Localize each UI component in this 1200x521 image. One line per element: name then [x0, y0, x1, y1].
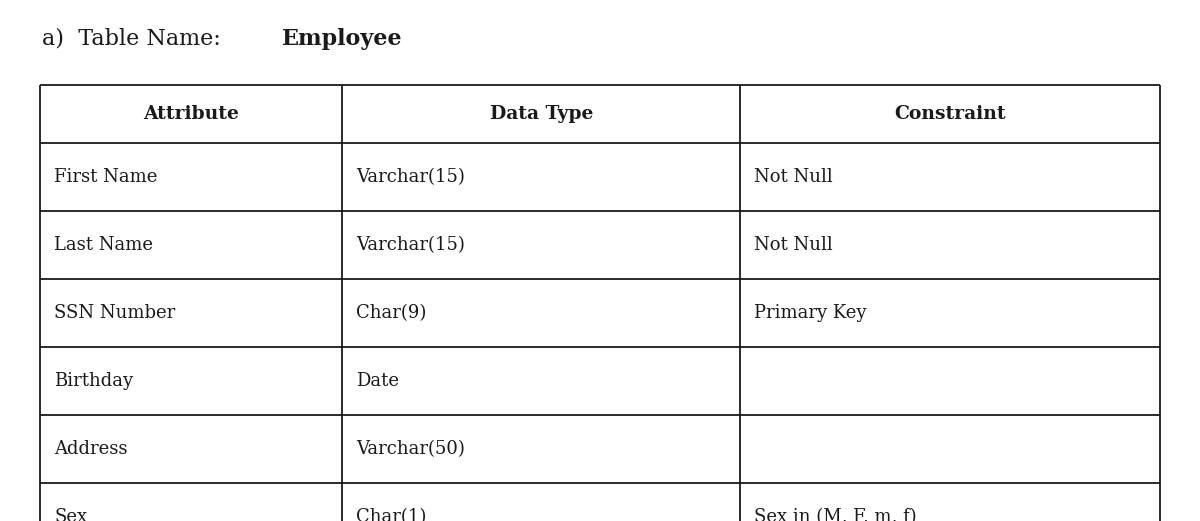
Text: Varchar(50): Varchar(50) — [356, 440, 466, 458]
Text: Char(9): Char(9) — [356, 304, 427, 322]
Text: SSN Number: SSN Number — [54, 304, 175, 322]
Text: Primary Key: Primary Key — [754, 304, 866, 322]
Text: Char(1): Char(1) — [356, 508, 427, 521]
Text: Not Null: Not Null — [754, 236, 833, 254]
Text: Birthday: Birthday — [54, 372, 133, 390]
Text: Varchar(15): Varchar(15) — [356, 168, 466, 186]
Text: Date: Date — [356, 372, 400, 390]
Text: Constraint: Constraint — [894, 105, 1006, 123]
Text: Not Null: Not Null — [754, 168, 833, 186]
Text: First Name: First Name — [54, 168, 157, 186]
Text: Employee: Employee — [282, 28, 402, 50]
Text: a)  Table Name:: a) Table Name: — [42, 28, 228, 50]
Text: Attribute: Attribute — [143, 105, 239, 123]
Text: Sex: Sex — [54, 508, 88, 521]
Text: Data Type: Data Type — [490, 105, 593, 123]
Text: Varchar(15): Varchar(15) — [356, 236, 466, 254]
Text: Last Name: Last Name — [54, 236, 154, 254]
Text: Sex in (M, F, m, f): Sex in (M, F, m, f) — [754, 508, 917, 521]
Text: Address: Address — [54, 440, 127, 458]
